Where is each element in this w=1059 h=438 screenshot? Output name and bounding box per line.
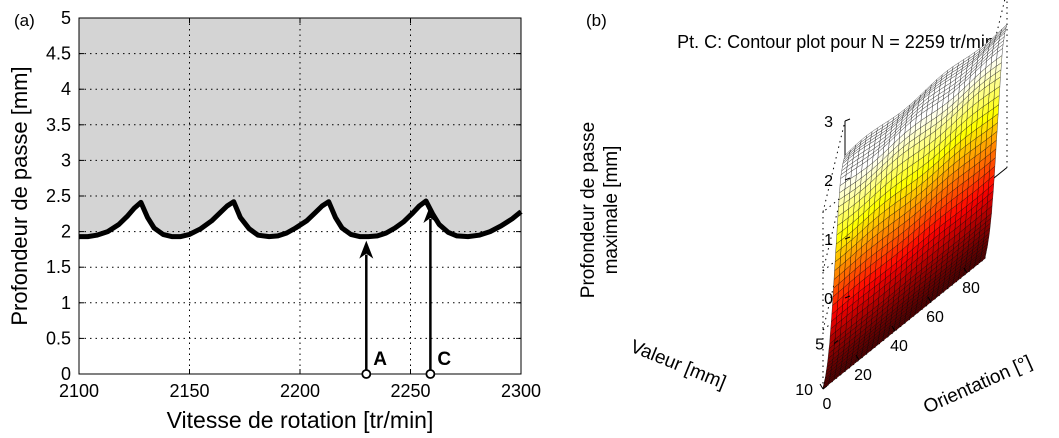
stability-lobe-curve (79, 198, 523, 240)
tick-label-z: 2 (824, 173, 833, 190)
tick-label-x: 2250 (390, 381, 430, 401)
tick-label-y-b: 20 (854, 367, 872, 384)
tick-label-y-b: 0 (823, 396, 832, 413)
y-axis-label-b: Orientation [°] (920, 352, 1035, 419)
axis-ticks-b: 0 1 2 3 5 10 0 20 40 60 80 (795, 114, 980, 413)
tick-label-z: 0 (824, 291, 833, 308)
annotation-marker-a (361, 369, 372, 379)
tick-mark-x-b (822, 385, 828, 390)
arrowhead-a (359, 240, 374, 259)
tick-mark-y-b (963, 267, 968, 274)
tick-label-x: 2100 (59, 381, 99, 401)
tick-label-y: 4.5 (46, 44, 71, 64)
z-axis-label-line1: Profondeur de passe (578, 122, 599, 298)
chart-a: (a) 2100 2150 2200 2250 2300 0 0.5 1 1.5 2 2.5 3 3.5… (7, 8, 541, 433)
tick-label-y: 5 (61, 8, 71, 28)
chart-title-b: Pt. C: Contour plot pour N = 2259 tr/min (677, 32, 995, 52)
tick-label-y: 1.5 (46, 257, 71, 277)
surface-mesh (822, 23, 1008, 390)
tick-mark-z (844, 236, 851, 240)
tick-label-x-b: 5 (815, 337, 824, 354)
tick-label-y: 0 (61, 364, 71, 384)
chart-b: (b) Pt. C: Contour plot pour N = 2259 tr… (578, 0, 1035, 418)
panel-label-b: (b) (586, 11, 607, 30)
tick-label-x: 2300 (501, 381, 541, 401)
tick-label-y: 2.5 (46, 186, 71, 206)
tick-label-x: 2150 (169, 381, 209, 401)
tick-mark-z (844, 177, 851, 181)
panel-label-a: (a) (14, 11, 35, 30)
tick-label-y: 0.5 (46, 328, 71, 348)
tick-mark-y-b (891, 325, 896, 332)
tick-mark-y-b (855, 354, 860, 361)
tick-label-y-b: 60 (926, 309, 944, 326)
tick-mark-z (844, 295, 851, 299)
grid-a (79, 18, 521, 374)
annotation-label-c: C (437, 349, 451, 370)
axis-ticks-a: 2100 2150 2200 2250 2300 0 0.5 1 1.5 2 2.5 3 3.5 4 4.5… (46, 8, 541, 401)
tick-label-y: 1 (61, 293, 71, 313)
tick-label-z: 3 (824, 114, 833, 131)
tick-label-x: 2200 (280, 381, 320, 401)
x-axis-label-b: Valeur [mm] (627, 336, 729, 393)
tick-mark-y-b (819, 383, 824, 390)
z-axis-label-line2: maximale [mm] (601, 146, 622, 275)
surface-facet (822, 381, 830, 390)
annotation-label-a: A (373, 349, 387, 370)
tick-mark-z (844, 118, 851, 122)
y-axis-label-a: Profondeur de passe [mm] (7, 66, 32, 325)
unstable-region (79, 18, 521, 237)
tick-mark-x-b (833, 340, 839, 344)
annotation-marker-c (425, 369, 436, 379)
tick-label-z: 1 (824, 232, 833, 249)
tick-label-x-b: 10 (795, 382, 813, 399)
tick-label-y-b: 80 (962, 280, 980, 297)
tick-label-y: 4 (61, 79, 71, 99)
tick-label-y: 3 (61, 150, 71, 170)
box-edge (822, 120, 846, 213)
arrowhead-c (423, 204, 438, 223)
tick-label-y: 3.5 (46, 115, 71, 135)
box-edge (984, 0, 1006, 82)
tick-mark-y-b (927, 296, 932, 303)
tick-label-y: 2 (61, 222, 71, 242)
x-axis-label-a: Vitesse de rotation [tr/min] (167, 407, 434, 433)
tick-label-y-b: 40 (890, 338, 908, 355)
